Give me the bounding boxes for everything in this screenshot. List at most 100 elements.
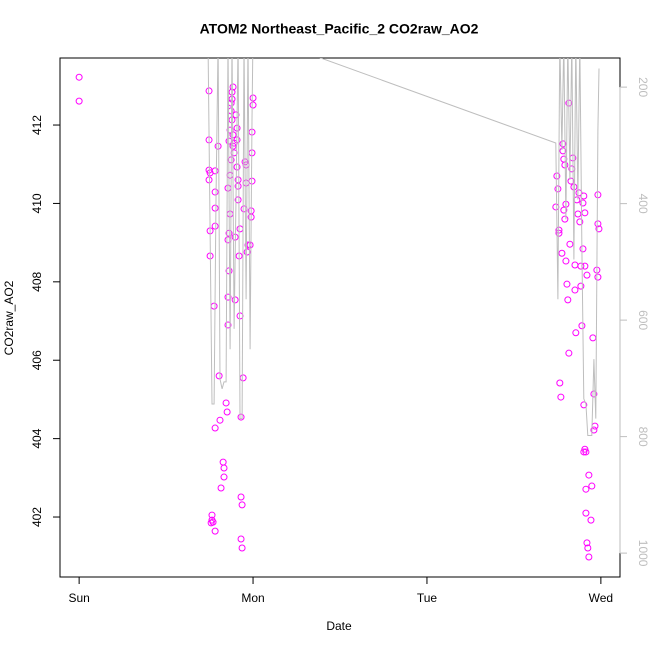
point	[243, 248, 251, 256]
point	[571, 286, 579, 294]
point	[249, 101, 257, 109]
point	[555, 229, 563, 237]
point	[580, 192, 588, 200]
point	[224, 184, 232, 192]
y2-tick-label: 400	[636, 194, 650, 214]
point	[561, 215, 569, 223]
point	[595, 225, 603, 233]
point	[211, 188, 219, 196]
point	[583, 539, 591, 547]
point	[229, 83, 237, 91]
point	[246, 241, 254, 249]
y-tick-label: 408	[30, 271, 44, 291]
point	[220, 473, 228, 481]
point	[580, 448, 588, 456]
point	[570, 183, 578, 191]
point	[582, 485, 590, 493]
point	[231, 296, 239, 304]
point	[214, 142, 222, 150]
x-tick-label: Sun	[68, 591, 89, 605]
point	[575, 189, 583, 197]
point	[557, 393, 565, 401]
point	[581, 262, 589, 270]
point	[576, 218, 584, 226]
y-tick-label: 402	[30, 507, 44, 527]
point	[578, 322, 586, 330]
point	[577, 262, 585, 270]
point	[559, 140, 567, 148]
point	[75, 97, 83, 105]
point	[565, 349, 573, 357]
y-axis-label: CO2raw_AO2	[2, 280, 16, 355]
point	[234, 182, 242, 190]
point	[226, 210, 234, 218]
point	[207, 519, 215, 527]
point	[571, 261, 579, 269]
point	[567, 177, 575, 185]
point	[553, 172, 561, 180]
line-series	[207, 58, 600, 436]
point	[585, 553, 593, 561]
point	[591, 422, 599, 430]
point	[238, 501, 246, 509]
point	[211, 527, 219, 535]
point	[215, 372, 223, 380]
point	[554, 185, 562, 193]
point	[581, 209, 589, 217]
point	[559, 147, 567, 155]
point	[564, 296, 572, 304]
point	[590, 390, 598, 398]
point	[236, 225, 244, 233]
point	[560, 155, 568, 163]
point	[208, 511, 216, 519]
point	[224, 293, 232, 301]
point	[587, 516, 595, 524]
point	[583, 271, 591, 279]
point	[560, 206, 568, 214]
y2-tick-label: 800	[636, 427, 650, 447]
point	[224, 236, 232, 244]
plot-area	[75, 58, 603, 561]
point	[558, 249, 566, 257]
point	[239, 374, 247, 382]
point	[579, 199, 587, 207]
y2-tick-label: 600	[636, 310, 650, 330]
x-tick-label: Wed	[589, 591, 613, 605]
y-tick-label: 406	[30, 350, 44, 370]
point	[223, 408, 231, 416]
point	[579, 245, 587, 253]
x-tick-label: Tue	[417, 591, 438, 605]
point	[582, 509, 590, 517]
point	[237, 493, 245, 501]
point	[222, 399, 230, 407]
x-axis-label: Date	[326, 619, 352, 633]
point	[211, 167, 219, 175]
point	[216, 416, 224, 424]
chart-title: ATOM2 Northeast_Pacific_2 CO2raw_AO2	[200, 21, 479, 37]
point	[588, 482, 596, 490]
point	[589, 334, 597, 342]
point	[584, 544, 592, 552]
point	[562, 257, 570, 265]
point	[75, 73, 83, 81]
y2-tick-label: 200	[636, 77, 650, 97]
y-tick-label: 412	[30, 115, 44, 135]
point	[224, 321, 232, 329]
point	[249, 94, 257, 102]
y-tick-label: 410	[30, 193, 44, 213]
point	[211, 222, 219, 230]
point	[217, 484, 225, 492]
point	[555, 226, 563, 234]
point	[237, 413, 245, 421]
point	[225, 267, 233, 275]
point	[552, 203, 560, 211]
point	[220, 464, 228, 472]
point	[590, 426, 598, 434]
y2-tick-label: 1000	[636, 540, 650, 567]
point	[237, 535, 245, 543]
point	[242, 179, 250, 187]
point	[585, 471, 593, 479]
x-tick-label: Mon	[241, 591, 264, 605]
point	[238, 544, 246, 552]
